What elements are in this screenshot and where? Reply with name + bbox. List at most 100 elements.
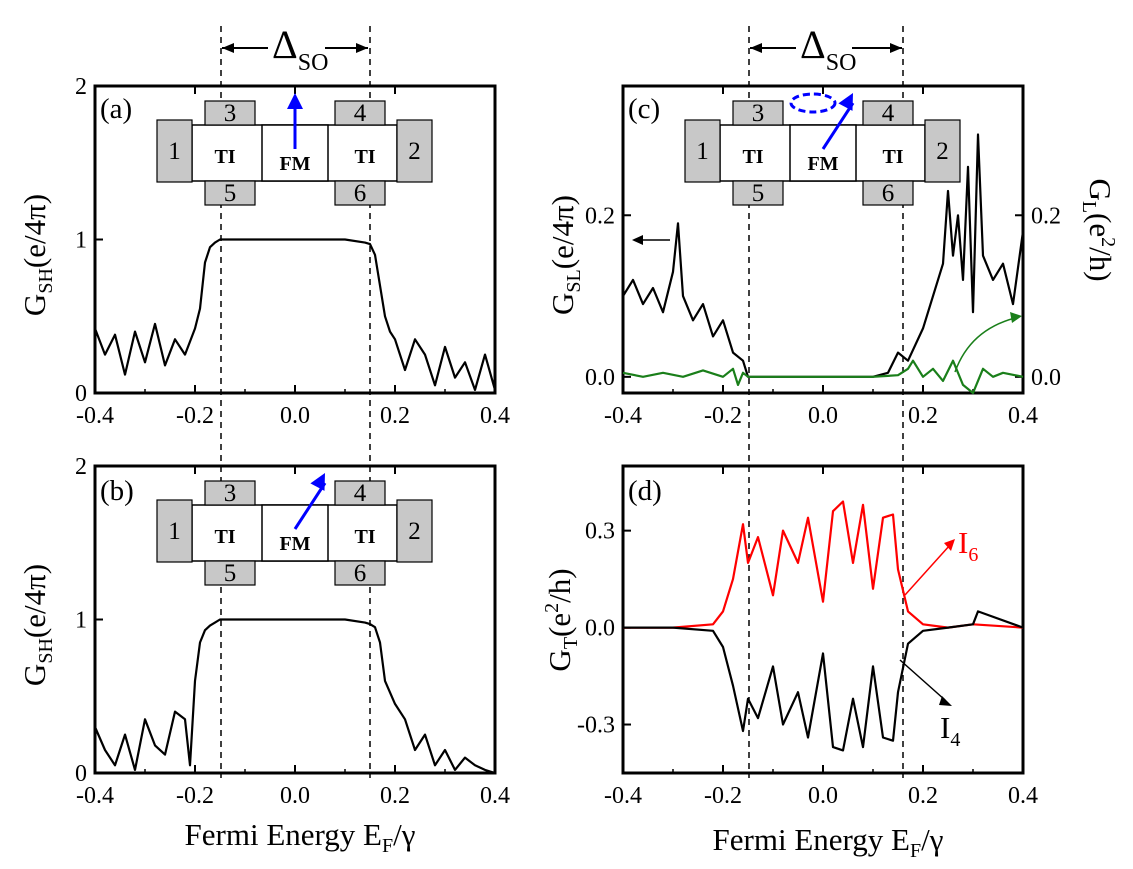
x-ticks: -0.4 -0.2 0.0 0.2 0.4 <box>604 466 1038 809</box>
svg-text:I4: I4 <box>940 710 960 751</box>
terminal-label: 2 <box>408 518 421 545</box>
left-axis-arrow <box>632 235 670 245</box>
y-tick-label: 0 <box>75 381 87 407</box>
panel-c: (c) -0.4 -0.2 0.0 0.2 0.4 0.0 0.2 0.0 0.2 GSL(… <box>545 84 1119 429</box>
y-ticks: 0 1 2 <box>75 454 103 787</box>
series-line-1 <box>622 359 1024 395</box>
x-tick-label: -0.4 <box>76 403 114 429</box>
y2-tick-label: 0.2 <box>1031 203 1061 229</box>
terminal-label: 2 <box>936 138 949 165</box>
x-tick-label: 0.0 <box>280 783 310 809</box>
y-ticks: 0.0 0.2 <box>585 203 631 391</box>
device-inset-b: 1 2 3 4 5 6 TI TI FM <box>156 473 433 587</box>
terminal-label: 1 <box>168 138 181 165</box>
magnetization-arrow-icon <box>293 482 327 530</box>
terminal-label: 1 <box>168 518 181 545</box>
y-tick-label: 1 <box>75 228 87 254</box>
fm-region <box>261 504 329 562</box>
panel-d: (d) -0.4 -0.2 0.0 0.2 0.4 -0.3 0.0 0.3 GT(e2/h… <box>541 464 1038 862</box>
magnetization-arrow-icon <box>821 102 855 150</box>
y-tick-label: 0 <box>75 761 87 787</box>
terminal-2 <box>396 499 433 563</box>
x-tick-label: 0.4 <box>480 403 510 429</box>
terminal-5 <box>204 560 256 586</box>
series-line-0 <box>93 618 496 775</box>
y2-ticks: 0.0 0.2 <box>1015 203 1061 391</box>
terminal-5 <box>204 180 256 206</box>
terminal-label: 1 <box>696 138 709 165</box>
terminal-2 <box>396 119 433 183</box>
terminal-5 <box>732 180 784 206</box>
y-ticks: 0 1 2 <box>75 74 103 407</box>
x-tick-label: 0.2 <box>908 783 938 809</box>
terminal-label: 4 <box>354 480 367 507</box>
y-axis-label: GSH(e/4π) <box>17 194 57 316</box>
y2-tick-label: 0.0 <box>1031 365 1061 391</box>
right-axis-arrow <box>954 312 1022 373</box>
series-line-I6 <box>623 500 1024 629</box>
terminal-1 <box>156 119 193 183</box>
x-tick-label: 0.2 <box>380 783 410 809</box>
y-ticks: -0.3 0.0 0.3 <box>577 519 631 739</box>
x-ticks: -0.4 -0.2 0.0 0.2 0.4 <box>76 86 510 429</box>
i4-label: I4 <box>899 659 960 751</box>
delta-symbol: Δ <box>800 22 826 67</box>
terminal-6 <box>862 180 914 206</box>
x-tick-label: -0.4 <box>76 783 114 809</box>
y-tick-label: 1 <box>75 608 87 634</box>
y2-axis-label: GL(e2/h) <box>1078 178 1119 281</box>
y-axis-label: GSH(e/4π) <box>17 564 57 686</box>
series-line-I4 <box>623 610 1024 752</box>
ti-label: TI <box>214 526 235 548</box>
x-ticks: -0.4 -0.2 0.0 0.2 0.4 <box>604 86 1038 429</box>
terminal-4 <box>334 100 386 126</box>
svg-text:ΔSO: ΔSO <box>272 22 328 76</box>
terminal-1 <box>156 499 193 563</box>
device-inset-c: 1 2 3 4 5 6 TI TI FM <box>684 92 961 207</box>
terminal-label: 5 <box>752 180 765 207</box>
fm-label: FM <box>279 533 310 555</box>
panel-label: (a) <box>100 93 132 125</box>
terminal-label: 3 <box>224 100 237 127</box>
y-tick-label: 0.0 <box>585 616 615 642</box>
arrow-head-icon <box>287 93 303 109</box>
x-tick-label: -0.2 <box>176 403 214 429</box>
x-axis-label: Fermi Energy EF/γ <box>185 817 416 857</box>
y-axis-label: GT(e2/h) <box>541 568 582 671</box>
panel-a: (a) -0.4 -0.2 0.0 0.2 0.4 0 1 2 GSH(e/4π) <box>17 74 510 429</box>
x-tick-label: 0.2 <box>908 403 938 429</box>
ti-label: TI <box>354 146 375 168</box>
x-tick-label: 0.2 <box>380 403 410 429</box>
x-tick-label: 0.0 <box>808 403 838 429</box>
i6-label: I6 <box>904 525 978 596</box>
terminal-label: 4 <box>354 100 367 127</box>
fm-label: FM <box>807 153 838 175</box>
x-tick-label: 0.4 <box>1008 403 1038 429</box>
terminal-6 <box>334 560 386 586</box>
x-tick-label: -0.2 <box>704 783 742 809</box>
terminal-2 <box>924 119 961 183</box>
x-tick-label: -0.4 <box>604 403 642 429</box>
curves <box>93 618 496 775</box>
curves <box>623 500 1024 752</box>
svg-text:ΔSO: ΔSO <box>800 22 856 76</box>
terminal-3 <box>732 100 784 126</box>
panel-b: (b) -0.4 -0.2 0.0 0.2 0.4 0 1 2 GSH(e/4π) Ferm… <box>17 454 510 857</box>
panel-label: (d) <box>628 475 662 507</box>
svg-text:I6: I6 <box>958 525 978 566</box>
y-axis-label: GSL(e/4π) <box>545 195 585 315</box>
x-tick-label: -0.2 <box>704 403 742 429</box>
ti-label: TI <box>742 146 763 168</box>
y-tick-label: 2 <box>75 454 87 480</box>
delta-sub: SO <box>298 50 329 76</box>
curves <box>622 133 1025 395</box>
terminal-label: 6 <box>354 180 367 207</box>
x-axis-label: Fermi Energy EF/γ <box>713 822 944 862</box>
y-tick-label: 2 <box>75 74 87 100</box>
delta-so-right: ΔSO <box>750 22 902 76</box>
terminal-3 <box>204 100 256 126</box>
x-tick-label: 0.4 <box>480 783 510 809</box>
panel-label: (b) <box>100 475 134 507</box>
terminal-label: 6 <box>882 180 895 207</box>
y-tick-label: -0.3 <box>577 713 615 739</box>
